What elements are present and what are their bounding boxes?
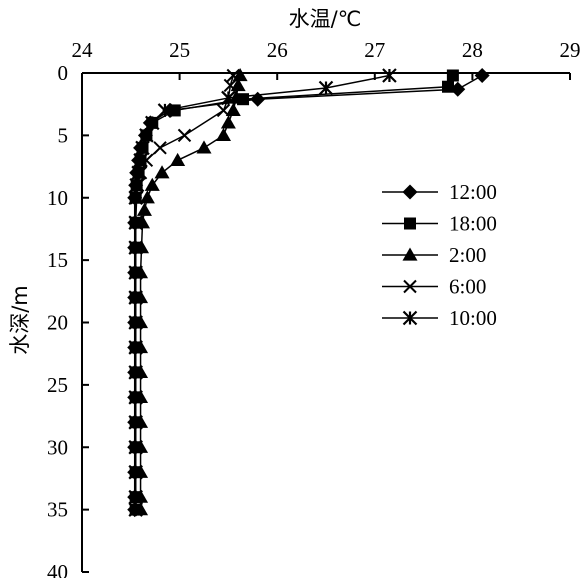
x-tick-label: 26 — [267, 38, 288, 62]
data-point-triangle — [154, 165, 170, 179]
data-point-triangle — [216, 127, 232, 141]
x-axis-title: 水温/℃ — [289, 7, 362, 31]
data-point-asterisk — [128, 390, 143, 405]
data-point-asterisk — [131, 165, 146, 181]
data-point-triangle — [139, 190, 155, 204]
data-point-asterisk — [402, 310, 418, 326]
data-point-asterisk — [144, 115, 160, 131]
legend-item: 12:00 — [382, 180, 497, 204]
data-point-square — [442, 80, 454, 93]
series-1 — [127, 67, 490, 518]
legend-item: 6:00 — [382, 275, 486, 299]
data-point-asterisk — [128, 240, 143, 255]
data-point-triangle — [170, 152, 186, 166]
data-point-x — [177, 128, 192, 143]
data-point-triangle — [402, 247, 418, 261]
series-3 — [133, 67, 248, 516]
y-tick-label: 40 — [47, 560, 68, 578]
data-point-asterisk — [128, 415, 143, 430]
data-point-x — [153, 141, 167, 155]
legend-label: 18:00 — [449, 212, 497, 236]
y-axis-title: 水深/m — [8, 285, 32, 355]
data-point-x — [223, 78, 238, 93]
x-tick-label: 25 — [169, 38, 190, 62]
data-point-asterisk — [128, 315, 143, 330]
data-point-asterisk — [128, 340, 143, 355]
data-point-asterisk — [128, 365, 143, 380]
legend-label: 6:00 — [449, 275, 486, 299]
data-point-x — [403, 279, 417, 294]
y-tick-label: 15 — [47, 248, 68, 272]
y-tick-label: 35 — [47, 498, 68, 522]
data-point-asterisk — [128, 215, 143, 230]
data-point-asterisk — [128, 190, 143, 206]
data-point-asterisk — [139, 128, 154, 143]
x-tick-label: 28 — [462, 38, 483, 62]
y-tick-label: 0 — [58, 61, 69, 85]
data-point-square — [404, 217, 416, 230]
data-point-triangle — [144, 177, 160, 191]
data-point-asterisk — [128, 489, 143, 505]
data-point-asterisk — [135, 140, 150, 156]
data-point-square — [446, 69, 459, 82]
series-line — [133, 74, 483, 510]
legend-item: 18:00 — [382, 212, 497, 236]
data-point-triangle — [196, 140, 212, 154]
data-point-triangle — [225, 102, 241, 117]
legend-item: 2:00 — [382, 243, 486, 267]
legend-label: 12:00 — [449, 180, 497, 204]
y-tick-label: 5 — [58, 123, 69, 147]
data-point-asterisk — [128, 265, 143, 280]
data-point-triangle — [220, 115, 236, 129]
data-point-x — [139, 153, 154, 168]
data-point-asterisk — [157, 103, 173, 118]
data-point-triangle — [230, 77, 246, 92]
x-tick-label: 24 — [72, 38, 94, 62]
y-tick-label: 25 — [47, 373, 68, 397]
data-point-asterisk — [129, 177, 144, 193]
data-point-asterisk — [128, 464, 143, 480]
series-group — [127, 67, 490, 518]
data-point-asterisk — [133, 153, 148, 168]
data-point-diamond — [474, 67, 490, 83]
data-point-asterisk — [128, 502, 143, 517]
data-point-diamond — [402, 184, 418, 200]
data-point-x — [226, 68, 240, 83]
x-tick-label: 27 — [364, 38, 385, 62]
data-point-asterisk — [318, 80, 334, 96]
data-point-x — [216, 103, 231, 118]
data-point-asterisk — [382, 68, 397, 83]
data-point-x — [133, 166, 148, 180]
data-point-diamond — [450, 81, 466, 97]
axes: 24 25 26 27 28 29 0 5 10 15 20 25 30 35 40 — [47, 38, 581, 578]
data-point-triangle — [136, 202, 152, 216]
legend-label: 10:00 — [449, 306, 497, 330]
legend: 12:00 18:00 2:00 6:00 10:00 — [382, 180, 497, 330]
series-2 — [129, 69, 459, 516]
legend-label: 2:00 — [449, 243, 486, 267]
data-point-asterisk — [128, 290, 143, 305]
y-tick-label: 20 — [47, 311, 68, 335]
data-point-asterisk — [221, 90, 236, 106]
data-point-asterisk — [128, 439, 143, 455]
y-tick-label: 10 — [47, 186, 68, 210]
series-5 — [128, 68, 397, 517]
legend-item: 10:00 — [382, 306, 497, 330]
x-tick-label: 29 — [560, 38, 581, 62]
y-tick-label: 30 — [47, 435, 68, 459]
